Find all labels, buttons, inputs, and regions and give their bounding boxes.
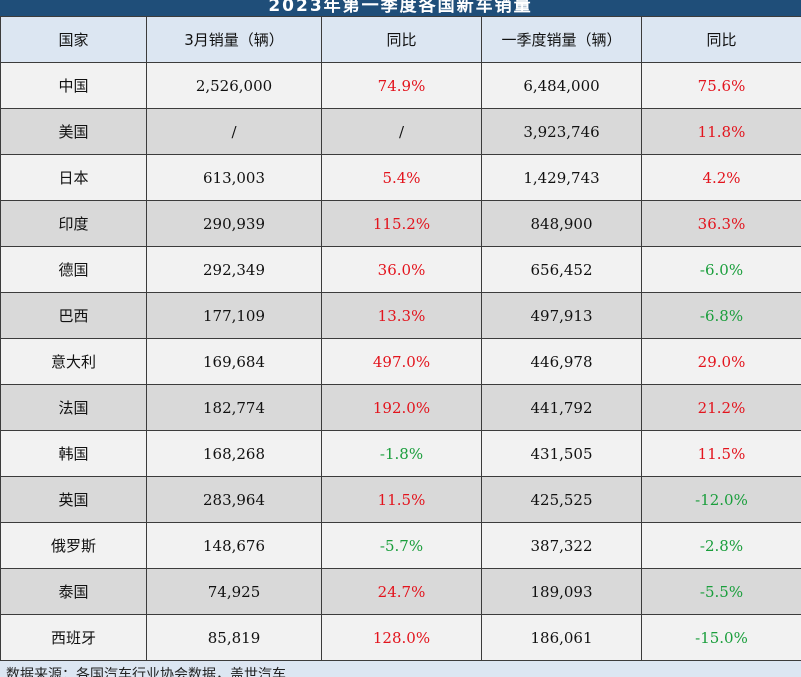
source-footer: 数据来源：各国汽车行业协会数据，盖世汽车 (0, 660, 801, 677)
cell-country: 俄罗斯 (0, 522, 147, 569)
table-row: 德国 292,349 36.0% 656,452 -6.0% (0, 246, 801, 293)
table-row: 美国 //3,923,746 11.8% (0, 108, 801, 155)
cell-q1-sales: 441,792 (481, 384, 642, 431)
header-march-sales: 3月销量（辆） (146, 16, 322, 63)
sales-table: 国家 3月销量（辆） 同比 一季度销量（辆） 同比 中国 2,526,000 74.… (0, 16, 801, 661)
header-q1-yoy: 同比 (641, 16, 801, 63)
cell-country: 西班牙 (0, 614, 147, 661)
cell-q1-sales: 1,429,743 (481, 154, 642, 201)
table-row: 西班牙 85,819 128.0% 186,061 -15.0% (0, 614, 801, 661)
cell-q1-sales: 497,913 (481, 292, 642, 339)
table-row: 印度 290,939 115.2% 848,900 36.3% (0, 200, 801, 247)
cell-q1-yoy: -12.0% (641, 476, 801, 523)
cell-march-yoy: 13.3% (321, 292, 482, 339)
cell-country: 泰国 (0, 568, 147, 615)
cell-march-sales: 74,925 (146, 568, 322, 615)
header-march-yoy: 同比 (321, 16, 482, 63)
cell-q1-sales: 3,923,746 (481, 108, 642, 155)
cell-march-yoy: 192.0% (321, 384, 482, 431)
table-row: 泰国 74,925 24.7% 189,093 -5.5% (0, 568, 801, 615)
cell-march-sales: 283,964 (146, 476, 322, 523)
table-header: 国家 3月销量（辆） 同比 一季度销量（辆） 同比 (0, 16, 801, 63)
table-row: 巴西 177,109 13.3% 497,913 -6.8% (0, 292, 801, 339)
header-q1-sales: 一季度销量（辆） (481, 16, 642, 63)
cell-march-sales: 177,109 (146, 292, 322, 339)
title-bar: 2023年第一季度各国新车销量 (0, 0, 801, 16)
cell-country: 日本 (0, 154, 147, 201)
cell-q1-sales: 387,322 (481, 522, 642, 569)
table-body: 中国 2,526,000 74.9% 6,484,000 75.6% 美国 //3,923,… (0, 62, 801, 661)
cell-country: 巴西 (0, 292, 147, 339)
cell-march-sales: 169,684 (146, 338, 322, 385)
cell-march-yoy: / (321, 108, 482, 155)
cell-country: 美国 (0, 108, 147, 155)
cell-march-yoy: 128.0% (321, 614, 482, 661)
cell-country: 印度 (0, 200, 147, 247)
cell-country: 韩国 (0, 430, 147, 477)
cell-march-sales: 613,003 (146, 154, 322, 201)
cell-q1-yoy: 11.8% (641, 108, 801, 155)
cell-country: 德国 (0, 246, 147, 293)
cell-q1-yoy: 21.2% (641, 384, 801, 431)
cell-march-yoy: 497.0% (321, 338, 482, 385)
table-row: 日本 613,003 5.4% 1,429,743 4.2% (0, 154, 801, 201)
cell-q1-yoy: -5.5% (641, 568, 801, 615)
table-row: 英国 283,964 11.5% 425,525 -12.0% (0, 476, 801, 523)
cell-q1-yoy: -6.8% (641, 292, 801, 339)
table-row: 韩国 168,268 -1.8% 431,505 11.5% (0, 430, 801, 477)
cell-march-yoy: 24.7% (321, 568, 482, 615)
cell-country: 法国 (0, 384, 147, 431)
cell-q1-yoy: -15.0% (641, 614, 801, 661)
cell-march-sales: 85,819 (146, 614, 322, 661)
cell-march-yoy: 74.9% (321, 62, 482, 109)
cell-q1-sales: 186,061 (481, 614, 642, 661)
cell-march-sales: 292,349 (146, 246, 322, 293)
cell-march-yoy: -5.7% (321, 522, 482, 569)
cell-q1-yoy: 75.6% (641, 62, 801, 109)
table-row: 法国 182,774 192.0% 441,792 21.2% (0, 384, 801, 431)
cell-march-yoy: -1.8% (321, 430, 482, 477)
cell-march-sales: 290,939 (146, 200, 322, 247)
cell-march-yoy: 11.5% (321, 476, 482, 523)
cell-q1-sales: 431,505 (481, 430, 642, 477)
cell-country: 中国 (0, 62, 147, 109)
cell-march-sales: 148,676 (146, 522, 322, 569)
header-row: 国家 3月销量（辆） 同比 一季度销量（辆） 同比 (0, 16, 801, 63)
table-row: 中国 2,526,000 74.9% 6,484,000 75.6% (0, 62, 801, 109)
cell-country: 英国 (0, 476, 147, 523)
cell-q1-sales: 189,093 (481, 568, 642, 615)
cell-q1-sales: 656,452 (481, 246, 642, 293)
cell-q1-yoy: 29.0% (641, 338, 801, 385)
cell-q1-sales: 6,484,000 (481, 62, 642, 109)
table-row: 意大利 169,684 497.0% 446,978 29.0% (0, 338, 801, 385)
cell-q1-yoy: 36.3% (641, 200, 801, 247)
cell-march-sales: 2,526,000 (146, 62, 322, 109)
cell-march-sales: / (146, 108, 322, 155)
cell-q1-yoy: 4.2% (641, 154, 801, 201)
cell-march-sales: 168,268 (146, 430, 322, 477)
cell-march-yoy: 36.0% (321, 246, 482, 293)
table-title: 2023年第一季度各国新车销量 (268, 0, 533, 16)
cell-march-sales: 182,774 (146, 384, 322, 431)
cell-q1-sales: 446,978 (481, 338, 642, 385)
cell-q1-sales: 848,900 (481, 200, 642, 247)
cell-q1-yoy: -2.8% (641, 522, 801, 569)
header-country: 国家 (0, 16, 147, 63)
cell-march-yoy: 5.4% (321, 154, 482, 201)
table-row: 俄罗斯 148,676 -5.7% 387,322 -2.8% (0, 522, 801, 569)
cell-country: 意大利 (0, 338, 147, 385)
cell-march-yoy: 115.2% (321, 200, 482, 247)
cell-q1-yoy: 11.5% (641, 430, 801, 477)
cell-q1-sales: 425,525 (481, 476, 642, 523)
source-note: 数据来源：各国汽车行业协会数据，盖世汽车 (6, 667, 286, 677)
cell-q1-yoy: -6.0% (641, 246, 801, 293)
